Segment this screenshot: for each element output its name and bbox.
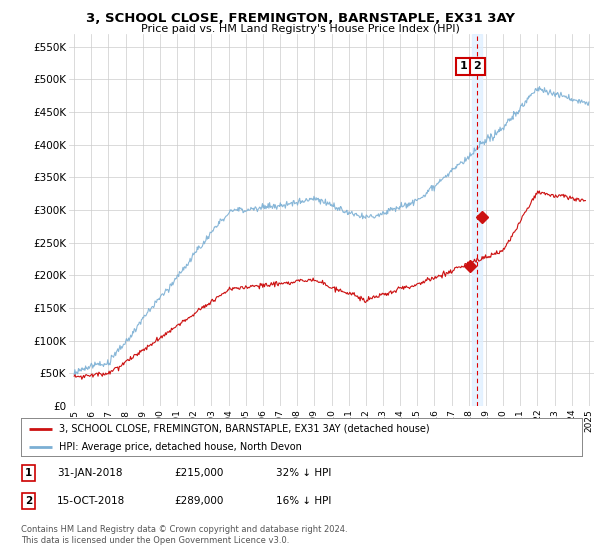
- Text: 3, SCHOOL CLOSE, FREMINGTON, BARNSTAPLE, EX31 3AY (detached house): 3, SCHOOL CLOSE, FREMINGTON, BARNSTAPLE,…: [59, 424, 430, 434]
- Text: 15-OCT-2018: 15-OCT-2018: [57, 496, 125, 506]
- Text: 3, SCHOOL CLOSE, FREMINGTON, BARNSTAPLE, EX31 3AY: 3, SCHOOL CLOSE, FREMINGTON, BARNSTAPLE,…: [86, 12, 515, 25]
- Text: 32% ↓ HPI: 32% ↓ HPI: [276, 468, 331, 478]
- Text: 31-JAN-2018: 31-JAN-2018: [57, 468, 122, 478]
- Text: Contains HM Land Registry data © Crown copyright and database right 2024.
This d: Contains HM Land Registry data © Crown c…: [21, 525, 347, 545]
- Text: £289,000: £289,000: [174, 496, 223, 506]
- Text: HPI: Average price, detached house, North Devon: HPI: Average price, detached house, Nort…: [59, 442, 302, 452]
- Text: £215,000: £215,000: [174, 468, 223, 478]
- Text: 1: 1: [25, 468, 32, 478]
- Bar: [472, 34, 482, 406]
- Text: 2: 2: [473, 61, 481, 71]
- Text: 2: 2: [25, 496, 32, 506]
- Text: Price paid vs. HM Land Registry's House Price Index (HPI): Price paid vs. HM Land Registry's House …: [140, 24, 460, 34]
- Text: 16% ↓ HPI: 16% ↓ HPI: [276, 496, 331, 506]
- Text: 1: 1: [460, 61, 467, 71]
